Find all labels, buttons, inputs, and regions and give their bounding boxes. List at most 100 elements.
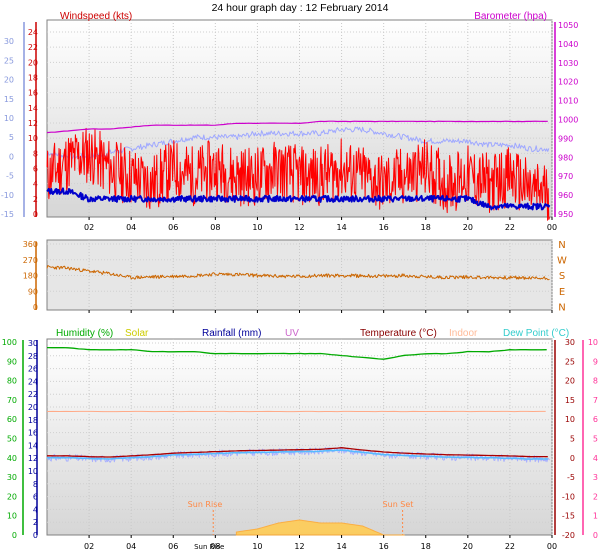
uv-tick-1: 1: [593, 512, 598, 521]
baro-tick-1010: 1010: [558, 97, 578, 106]
rain-tick-30: 30: [28, 339, 38, 348]
x-tick-label-bottom-16: 16: [379, 542, 389, 551]
dir-tick-180: 180: [23, 272, 38, 281]
temp-tick-5: 5: [570, 435, 575, 444]
wind-tick-14: 14: [28, 104, 38, 113]
rain-tick-4: 4: [33, 505, 38, 514]
direction-line: [46, 265, 550, 281]
left-temp-tick-10: 10: [4, 114, 14, 123]
x-tick-label-bottom-06: 06: [168, 542, 178, 551]
x-tick-label-bottom-00: 00: [547, 542, 557, 551]
humidity-tick-20: 20: [7, 492, 17, 501]
x-tick-label-top-10: 10: [252, 223, 262, 232]
dewpoint-line: [47, 449, 548, 460]
rain-tick-20: 20: [28, 403, 38, 412]
axes: 0202040406060808101012121414161618182020…: [1, 21, 598, 551]
temperature-line: [47, 447, 548, 458]
left-temp-tick-30: 30: [4, 37, 14, 46]
x-tick-label-top-16: 16: [379, 223, 389, 232]
rain-tick-14: 14: [28, 441, 38, 450]
uv-tick-7: 7: [593, 396, 598, 405]
x-tick-label-bottom-22: 22: [505, 542, 515, 551]
barometer-line: [46, 120, 548, 134]
compass-E-3: E: [559, 287, 565, 298]
humidity-tick-0: 0: [12, 531, 17, 540]
x-tick-label-bottom-14: 14: [336, 542, 346, 551]
baro-tick-1030: 1030: [558, 59, 578, 68]
sunset-label: Sun Set: [383, 500, 414, 509]
wind-tick-24: 24: [28, 28, 38, 37]
rain-tick-6: 6: [33, 493, 38, 502]
humidity-tick-30: 30: [7, 473, 17, 482]
sunrise-axis-label: Sun Rise: [194, 543, 224, 551]
temp-tick--15: -15: [562, 512, 575, 521]
uv-tick-2: 2: [593, 492, 598, 501]
left-temp-tick-20: 20: [4, 76, 14, 85]
wind-tick-16: 16: [28, 89, 38, 98]
left-temp-tick--15: -15: [1, 210, 14, 219]
temp-tick-15: 15: [565, 396, 575, 405]
solar-label: Solar: [125, 328, 149, 339]
x-tick-label-top-20: 20: [463, 223, 473, 232]
rain-tick-18: 18: [28, 416, 38, 425]
humidity-tick-80: 80: [7, 377, 17, 386]
humidity-label: Humidity (%): [56, 328, 113, 339]
dir-tick-270: 270: [23, 256, 38, 265]
baro-tick-960: 960: [558, 191, 573, 200]
x-tick-label-top-18: 18: [421, 223, 431, 232]
humidity-tick-60: 60: [7, 415, 17, 424]
humidity-tick-100: 100: [2, 338, 17, 347]
x-tick-label-bottom-12: 12: [294, 542, 304, 551]
wind-average-line: [46, 187, 551, 211]
uv-tick-5: 5: [593, 435, 598, 444]
humidity-tick-50: 50: [7, 435, 17, 444]
x-tick-label-top-12: 12: [294, 223, 304, 232]
baro-tick-1000: 1000: [558, 116, 578, 125]
baro-tick-980: 980: [558, 153, 573, 162]
wind-tick-20: 20: [28, 58, 38, 67]
sunrise-label: Sun Rise: [188, 500, 223, 509]
rain-tick-24: 24: [28, 377, 38, 386]
uv-tick-4: 4: [593, 454, 598, 463]
humidity-tick-70: 70: [7, 396, 17, 405]
left-temp-tick--5: -5: [6, 172, 14, 181]
humidity-tick-10: 10: [7, 512, 17, 521]
windspeed-label: Windspeed (kts): [60, 11, 132, 22]
x-tick-label-bottom-04: 04: [126, 542, 136, 551]
baro-tick-990: 990: [558, 134, 573, 143]
temp-tick--10: -10: [562, 492, 575, 501]
rain-tick-16: 16: [28, 429, 38, 438]
temp-tick-20: 20: [565, 377, 575, 386]
rainfall-label: Rainfall (mm): [202, 328, 261, 339]
x-tick-label-top-08: 08: [210, 223, 220, 232]
baro-tick-1040: 1040: [558, 40, 578, 49]
temperature-label: Temperature (°C): [360, 328, 437, 339]
compass-N-0: N: [558, 240, 565, 251]
x-tick-label-top-14: 14: [336, 223, 346, 232]
chart-title: 24 hour graph day : 12 February 2014: [212, 2, 389, 14]
wind-tick-12: 12: [28, 119, 38, 128]
temp-tick-0: 0: [570, 454, 575, 463]
left-temp-tick-15: 15: [4, 95, 14, 104]
temp-tick-10: 10: [565, 415, 575, 424]
wind-tick-22: 22: [28, 43, 38, 52]
uv-tick-0: 0: [593, 531, 598, 540]
x-tick-label-top-00: 00: [547, 223, 557, 232]
temp-tick--20: -20: [562, 531, 575, 540]
rain-tick-26: 26: [28, 365, 38, 374]
compass-N-4: N: [558, 302, 565, 313]
series-lines: [46, 120, 551, 536]
solar-area: [235, 519, 405, 536]
baro-tick-1020: 1020: [558, 78, 578, 87]
left-temp-tick-25: 25: [4, 56, 14, 65]
left-temp-tick--10: -10: [1, 191, 14, 200]
temperature-overlay-line: [46, 126, 550, 160]
compass-S-2: S: [559, 271, 565, 282]
rain-tick-28: 28: [28, 352, 38, 361]
rain-tick-8: 8: [33, 480, 38, 489]
uv-label: UV: [285, 328, 299, 339]
baro-tick-970: 970: [558, 172, 573, 181]
temp-tick-30: 30: [565, 338, 575, 347]
